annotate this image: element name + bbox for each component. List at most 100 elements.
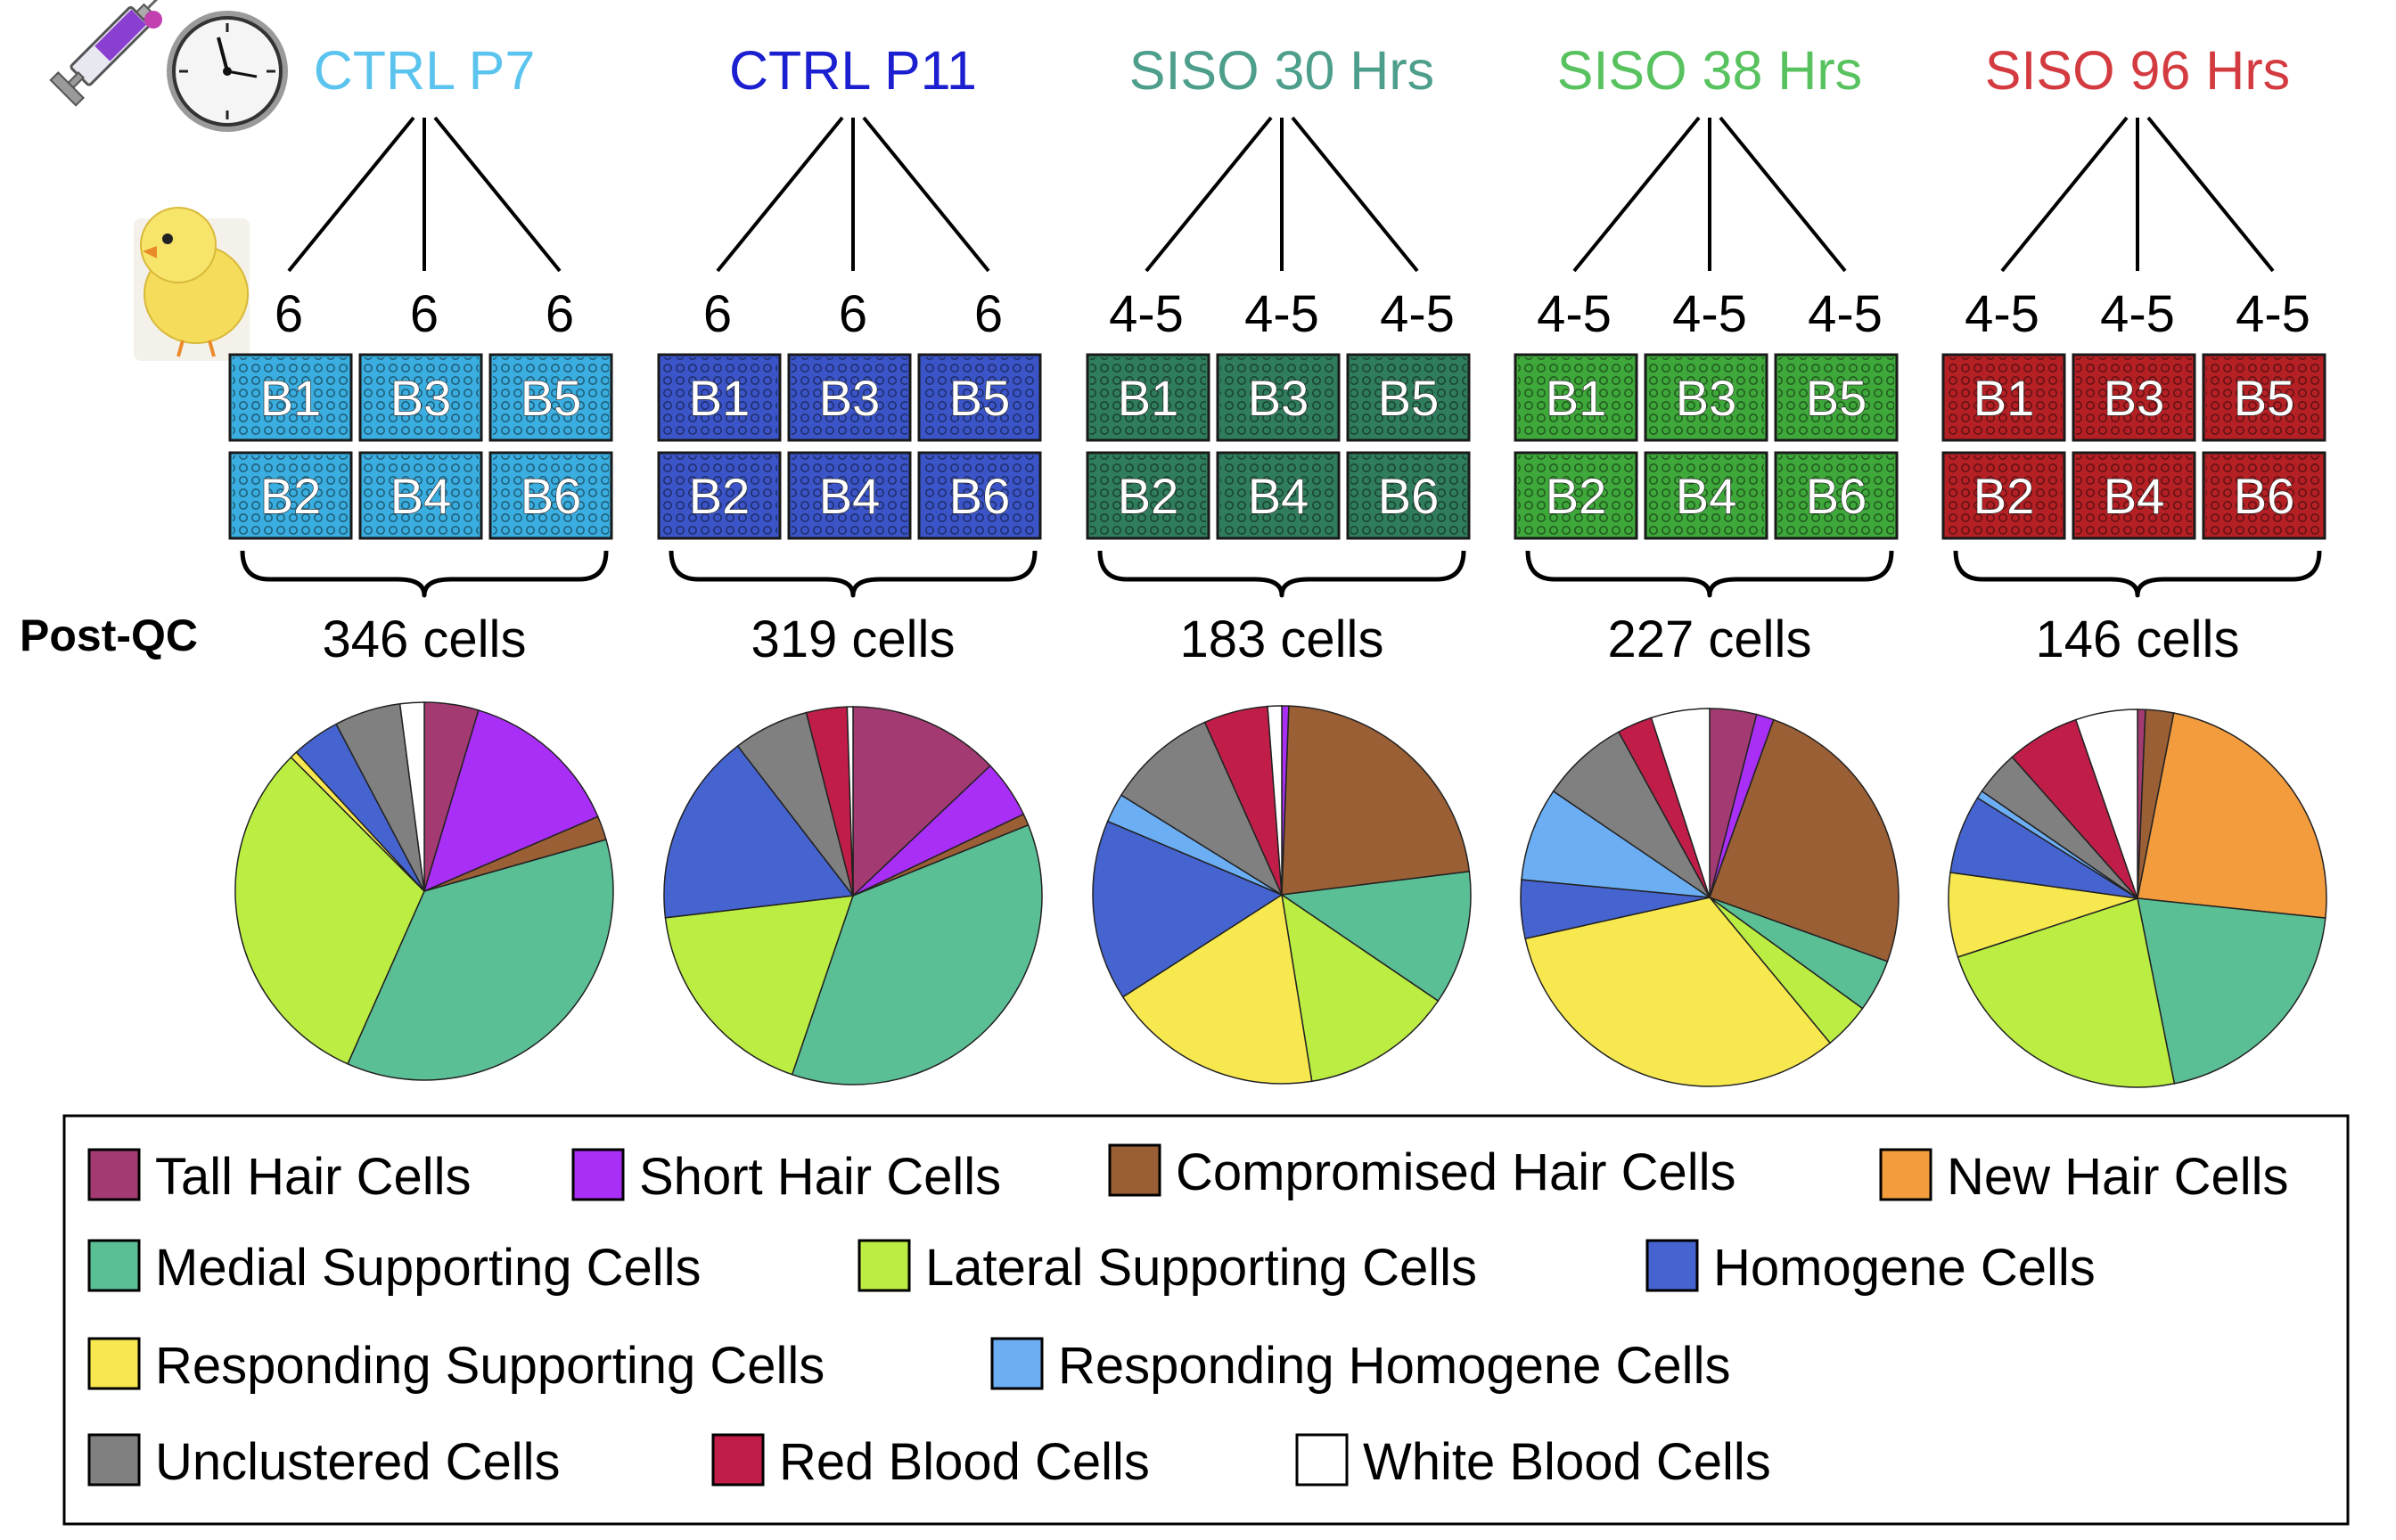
group-title: SISO 96 Hrs [1985, 40, 2290, 101]
batch-label: B5 [521, 370, 582, 426]
legend-item: Tall Hair Cells [87, 1148, 472, 1206]
replicate-count: 6 [275, 285, 303, 343]
pie-slice [1267, 705, 1283, 896]
pie-slice [423, 709, 599, 893]
branch-line [862, 116, 990, 273]
legend-swatch [1645, 1239, 1699, 1292]
batch-label: B1 [1118, 370, 1179, 426]
batch-label: B1 [1973, 370, 2035, 426]
pie-slice [398, 701, 425, 892]
pie-slice [347, 839, 614, 1081]
batch-box-b5: B5 [917, 353, 1042, 442]
legend-item: Unclustered Cells [87, 1433, 561, 1491]
pie-chart [1948, 709, 2327, 1088]
batch-box-b3: B3 [358, 353, 483, 442]
pie-slice [1552, 731, 1711, 898]
branch-line [1145, 116, 1273, 273]
legend-item: Homogene Cells [1645, 1239, 2096, 1297]
batch-box-b1: B1 [1941, 353, 2066, 442]
legend-label: New Hair Cells [1947, 1148, 2289, 1206]
pie-slice [664, 895, 855, 1076]
batch-box-b6: B6 [2202, 451, 2326, 540]
batch-label: B2 [1118, 468, 1179, 524]
postqc-label: Post-QC [20, 610, 198, 660]
batch-label: B2 [1546, 468, 1607, 524]
branch-line [716, 116, 844, 273]
batch-box-b2: B2 [228, 451, 353, 540]
legend-item: Short Hair Cells [571, 1148, 1001, 1206]
legend-label: White Blood Cells [1363, 1433, 1771, 1491]
batch-label: B1 [689, 370, 751, 426]
batch-label: B4 [390, 468, 452, 524]
batch-label: B2 [260, 468, 322, 524]
cell-count-label: 183 cells [1180, 610, 1384, 668]
batch-label: B5 [949, 370, 1011, 426]
replicate-count: 4-5 [1380, 285, 1455, 343]
replicate-count: 4-5 [1244, 285, 1319, 343]
group-1: CTRL P11 6 6 6 B1 B3 B5 B2 B4 B6 319 cells [657, 40, 1043, 1085]
group-title: CTRL P11 [729, 40, 977, 101]
pie-slice [234, 756, 425, 1065]
replicate-count: 4-5 [2236, 285, 2310, 343]
legend-label: Tall Hair Cells [155, 1148, 472, 1206]
batch-label: B5 [1378, 370, 1440, 426]
group-0: CTRL P7 6 6 6 B1 B3 B5 B2 B4 B6 346 cells [228, 40, 614, 1081]
legend-item: White Blood Cells [1295, 1433, 1771, 1491]
legend-label: Lateral Supporting Cells [925, 1239, 1477, 1297]
batch-box-b4: B4 [1644, 451, 1768, 540]
replicate-count: 4-5 [1672, 285, 1747, 343]
branch-line [433, 116, 562, 273]
legend-swatch [571, 1148, 625, 1201]
batch-box-b4: B4 [358, 451, 483, 540]
legend-swatch [857, 1239, 911, 1292]
legend-item: Lateral Supporting Cells [857, 1239, 1477, 1297]
batch-label: B5 [1806, 370, 1867, 426]
pie-slice [1709, 718, 1900, 962]
branch-line [1719, 116, 1847, 273]
batch-label: B6 [1806, 468, 1867, 524]
branch-line [1572, 116, 1701, 273]
legend-swatch [711, 1433, 765, 1487]
pie-slice [1092, 820, 1284, 998]
batch-label: B3 [1248, 370, 1309, 426]
legend-label: Responding Homogene Cells [1058, 1337, 1730, 1395]
batch-label: B4 [1248, 468, 1309, 524]
replicate-count: 4-5 [2100, 285, 2175, 343]
batch-box-b6: B6 [1774, 451, 1899, 540]
batch-box-b5: B5 [2202, 353, 2326, 442]
batch-box-b5: B5 [488, 353, 613, 442]
batch-box-b3: B3 [2072, 353, 2196, 442]
replicate-count: 4-5 [1537, 285, 1612, 343]
batch-box-b4: B4 [2072, 451, 2196, 540]
curly-brace [669, 550, 1038, 598]
pie-slice [1121, 893, 1313, 1085]
chick-icon [134, 207, 250, 361]
pie-slice [1650, 708, 1711, 898]
batch-box-b1: B1 [1514, 353, 1638, 442]
curly-brace [1525, 550, 1894, 598]
batch-label: B6 [2234, 468, 2295, 524]
replicate-count: 4-5 [1808, 285, 1883, 343]
batch-box-b2: B2 [657, 451, 782, 540]
batch-label: B3 [390, 370, 452, 426]
group-title: SISO 38 Hrs [1557, 40, 1862, 101]
replicate-count: 6 [703, 285, 732, 343]
replicate-count: 6 [546, 285, 574, 343]
legend-swatch [990, 1337, 1044, 1390]
legend-item: Responding Supporting Cells [87, 1337, 825, 1395]
batch-label: B1 [260, 370, 322, 426]
batch-box-b4: B4 [787, 451, 912, 540]
legend-item: Compromised Hair Cells [1108, 1143, 1735, 1201]
batch-label: B2 [1973, 468, 2035, 524]
batch-box-b2: B2 [1941, 451, 2066, 540]
batch-box-b1: B1 [1086, 353, 1210, 442]
pie-chart [1092, 705, 1472, 1085]
legend-swatch [87, 1433, 141, 1487]
pie-slice [1280, 893, 1440, 1083]
branch-line [2000, 116, 2129, 273]
legend-swatch [87, 1239, 141, 1292]
batch-label: B4 [2104, 468, 2165, 524]
pie-slice [1279, 871, 1472, 1003]
legend-swatch [1879, 1148, 1932, 1201]
branch-line [287, 116, 415, 273]
